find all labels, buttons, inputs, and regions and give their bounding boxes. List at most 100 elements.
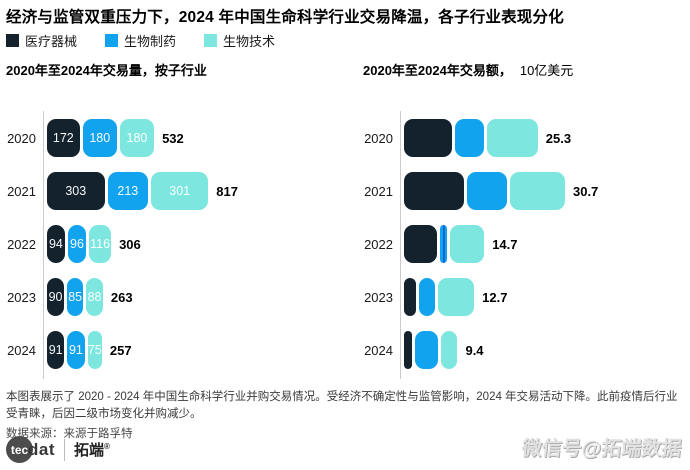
bar-segment: 301 bbox=[151, 172, 209, 210]
total-value-label: 532 bbox=[162, 130, 184, 146]
logo-suffix: dat bbox=[28, 439, 55, 459]
bar-segment: 75 bbox=[87, 331, 102, 369]
total-value-label: 14.7 bbox=[492, 236, 518, 252]
bar-segment: 172 bbox=[47, 119, 80, 157]
subtitle-bold: 2020年至2024年交易量，按子行业 bbox=[6, 63, 207, 78]
total-value-label: 12.7 bbox=[482, 289, 508, 305]
legend-item: 生物制药 bbox=[105, 31, 176, 50]
chart-row: 2024 9.4 bbox=[363, 331, 687, 369]
year-label: 2023 bbox=[7, 289, 36, 305]
bar-segment bbox=[486, 119, 538, 157]
bar-segment: 90 bbox=[47, 278, 65, 316]
segment-value-label: 91 bbox=[68, 343, 83, 357]
bar-segment bbox=[441, 331, 458, 369]
bar-segment bbox=[404, 172, 464, 210]
bar-segment bbox=[414, 331, 439, 369]
bar-segment: 213 bbox=[107, 172, 149, 210]
footer: 本图表展示了 2020 - 2024 年中国生命科学行业并购交易情况。受经济不确… bbox=[6, 389, 684, 441]
logo-brand: 拓端® bbox=[74, 442, 110, 459]
legend-swatch-icon bbox=[6, 34, 19, 47]
legend-swatch-icon bbox=[105, 34, 119, 47]
chart-row: 2021 30.7 bbox=[363, 172, 687, 210]
stacked-bar bbox=[400, 172, 565, 210]
bar-segment bbox=[404, 225, 437, 263]
stacked-bar bbox=[400, 225, 485, 263]
segment-value-label: 96 bbox=[70, 237, 84, 251]
year-label: 2024 bbox=[364, 342, 393, 358]
bar-rows-volume: 2020 172 180 180 532 2021 303 213 301 817 2022 94 96… bbox=[6, 111, 354, 379]
bar-segment bbox=[404, 278, 416, 316]
bar-segment: 91 bbox=[47, 331, 65, 369]
stacked-bar: 90 85 88 bbox=[43, 278, 103, 316]
bar-segment: 96 bbox=[67, 225, 87, 263]
segment-value-label: 213 bbox=[117, 184, 139, 198]
year-label: 2022 bbox=[7, 236, 36, 252]
bar-rows-value: 2020 25.3 2021 30.7 2022 14.7 2023 12.7 2024 9.4 bbox=[363, 111, 687, 379]
year-label: 2021 bbox=[364, 183, 393, 199]
segment-value-label: 116 bbox=[90, 237, 111, 251]
stacked-bar: 94 96 116 bbox=[43, 225, 112, 263]
chart-row: 2021 303 213 301 817 bbox=[6, 172, 354, 210]
segment-value-label: 172 bbox=[52, 131, 74, 145]
chart-deal-value: 2020年至2024年交易额， 10亿美元 2020 25.3 2021 30.7 202… bbox=[363, 60, 687, 379]
segment-value-label: 180 bbox=[126, 131, 148, 145]
stacked-bar: 172 180 180 bbox=[43, 119, 155, 157]
legend-item: 生物技术 bbox=[204, 31, 275, 50]
total-value-label: 30.7 bbox=[572, 183, 599, 199]
chart-subtitle-volume: 2020年至2024年交易量，按子行业 bbox=[6, 60, 354, 79]
bar-segment: 180 bbox=[82, 119, 117, 157]
legend: 医疗器械 生物制药 生物技术 bbox=[6, 31, 275, 50]
segment-value-label: 90 bbox=[48, 290, 63, 304]
registered-mark: ® bbox=[104, 442, 110, 451]
logo-divider bbox=[64, 438, 65, 461]
bar-segment: 303 bbox=[47, 172, 105, 210]
year-label: 2022 bbox=[364, 236, 393, 252]
year-label: 2020 bbox=[7, 130, 36, 146]
stacked-bar bbox=[400, 331, 458, 369]
total-value-label: 817 bbox=[216, 183, 238, 199]
year-label: 2021 bbox=[7, 183, 36, 199]
y-axis-line bbox=[400, 111, 401, 379]
legend-label: 生物技术 bbox=[223, 34, 276, 49]
page-title: 经济与监管双重压力下，2024 年中国生命科学行业交易降温，各子行业表现分化 bbox=[6, 9, 564, 26]
chart-footnote: 本图表展示了 2020 - 2024 年中国生命科学行业并购交易情况。受经济不确… bbox=[6, 391, 678, 420]
stacked-bar bbox=[400, 119, 538, 157]
bar-segment bbox=[404, 331, 412, 369]
year-label: 2024 bbox=[7, 342, 36, 358]
bar-segment bbox=[454, 119, 484, 157]
tecdat-logo: tec dat 拓端® bbox=[6, 436, 110, 463]
segment-value-label: 91 bbox=[48, 343, 63, 357]
logo-circle-icon: tec bbox=[6, 436, 33, 463]
total-value-label: 263 bbox=[110, 289, 133, 305]
bar-segment: 180 bbox=[119, 119, 155, 157]
total-value-label: 9.4 bbox=[465, 342, 484, 358]
chart-row: 2022 94 96 116 306 bbox=[6, 225, 354, 263]
stacked-bar bbox=[400, 278, 475, 316]
chart-row: 2023 90 85 88 263 bbox=[6, 278, 354, 316]
bar-segment: 85 bbox=[67, 278, 84, 316]
segment-value-label: 75 bbox=[87, 343, 102, 357]
segment-value-label: 88 bbox=[87, 290, 102, 304]
legend-item: 医疗器械 bbox=[6, 31, 77, 50]
segment-value-label: 303 bbox=[65, 184, 87, 198]
legend-label: 医疗器械 bbox=[25, 34, 78, 49]
chart-row: 2020 172 180 180 532 bbox=[6, 119, 354, 157]
year-label: 2023 bbox=[364, 289, 393, 305]
bar-segment bbox=[439, 225, 448, 263]
legend-swatch-icon bbox=[204, 34, 218, 47]
bar-segment bbox=[466, 172, 508, 210]
bar-segment: 88 bbox=[86, 278, 103, 316]
segment-value-label: 180 bbox=[89, 131, 111, 145]
bar-segment bbox=[450, 225, 485, 263]
bar-segment bbox=[437, 278, 475, 316]
chart-subtitle-value: 2020年至2024年交易额， 10亿美元 bbox=[363, 60, 687, 79]
bar-segment: 116 bbox=[89, 225, 112, 263]
chart-row: 2023 12.7 bbox=[363, 278, 687, 316]
bar-segment bbox=[404, 119, 452, 157]
chart-row: 2022 14.7 bbox=[363, 225, 687, 263]
chart-row: 2020 25.3 bbox=[363, 119, 687, 157]
data-source: 数据来源：来源于路孚特 bbox=[6, 428, 133, 441]
bar-segment bbox=[510, 172, 565, 210]
total-value-label: 306 bbox=[119, 236, 141, 252]
